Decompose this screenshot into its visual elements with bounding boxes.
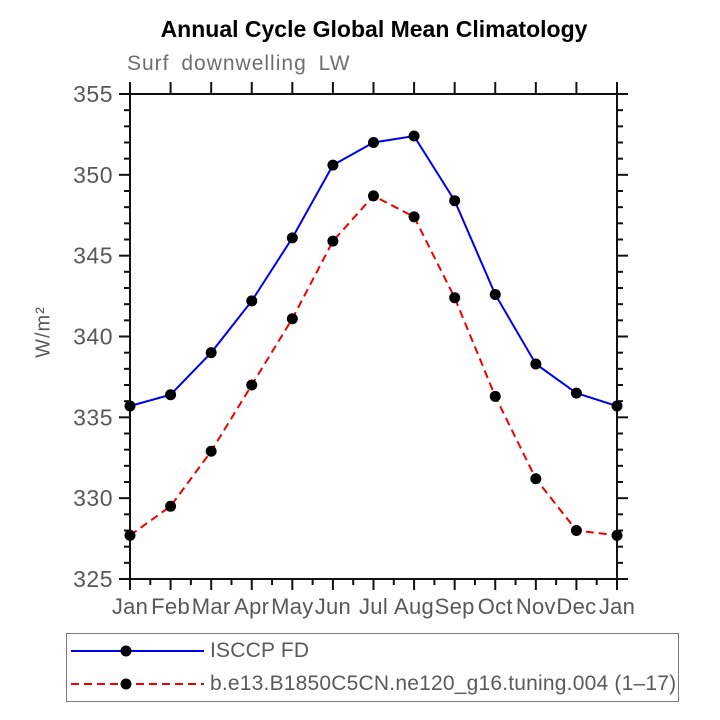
data-point-marker <box>327 159 339 171</box>
series-line-0 <box>129 134 618 407</box>
data-point-marker <box>286 313 298 325</box>
data-point-marker <box>489 288 501 300</box>
data-point-marker <box>489 390 501 402</box>
x-tick-label: Oct <box>478 594 513 619</box>
data-point-marker <box>570 525 582 536</box>
data-point-marker <box>611 400 623 412</box>
legend-marker-dot <box>120 645 132 657</box>
legend-solid-line-swatch <box>71 645 204 657</box>
plot-frame <box>129 93 618 580</box>
legend-label-model-run: b.e13.B1850C5CN.ne120_g16.tuning.004 (1–… <box>210 671 677 695</box>
x-tick-label: Jan <box>599 594 635 619</box>
legend-marker-dot <box>120 678 132 690</box>
series-line-1 <box>129 194 618 537</box>
legend-label-isccp-fd: ISCCP FD <box>210 639 310 663</box>
data-point-marker <box>408 211 420 223</box>
x-tick-label: Mar <box>192 594 231 619</box>
legend-item-model-run: b.e13.B1850C5CN.ne120_g16.tuning.004 (1–… <box>69 669 678 699</box>
data-point-marker <box>205 347 217 359</box>
data-point-marker <box>530 473 542 485</box>
y-tick-label: 355 <box>73 81 113 107</box>
x-tick-label: Dec <box>556 594 596 619</box>
y-tick-label: 350 <box>73 162 113 188</box>
chart-title: Annual Cycle Global Mean Climatology <box>160 16 588 42</box>
data-point-marker <box>449 292 461 304</box>
data-point-marker <box>570 387 582 399</box>
x-tick-label: Apr <box>234 594 269 619</box>
data-point-marker <box>124 529 136 541</box>
data-point-marker <box>165 500 177 512</box>
x-tick-label: Jul <box>359 594 388 619</box>
y-tick-label: 325 <box>73 566 113 592</box>
data-point-marker <box>327 235 339 247</box>
data-point-marker <box>449 195 461 207</box>
x-tick-label: Jun <box>315 594 351 619</box>
data-point-marker <box>246 379 258 391</box>
data-point-marker <box>246 295 258 307</box>
legend-dashed-line-swatch <box>71 678 204 690</box>
data-point-marker <box>408 130 420 142</box>
data-point-marker <box>530 358 542 370</box>
y-tick-label: 340 <box>73 324 113 350</box>
legend-box: ISCCP FD b.e13.B1850C5CN.ne120_g16.tunin… <box>66 633 679 702</box>
data-point-marker <box>368 190 379 202</box>
x-tick-label: Jan <box>112 594 148 619</box>
data-point-marker <box>611 529 623 541</box>
data-point-marker <box>368 137 379 148</box>
chart-subtitle: Surf downwelling LW <box>127 52 351 75</box>
y-tick-label: 330 <box>73 485 113 511</box>
legend-item-isccp-fd: ISCCP FD <box>69 636 678 666</box>
x-tick-label: Aug <box>394 594 434 619</box>
y-tick-label: 335 <box>73 404 113 430</box>
data-point-marker <box>124 400 136 412</box>
x-tick-label: Nov <box>516 594 556 619</box>
x-tick-label: May <box>271 594 313 619</box>
x-tick-label: Feb <box>151 594 190 619</box>
data-point-marker <box>286 232 298 244</box>
x-tick-label: Sep <box>435 594 475 619</box>
data-point-marker <box>205 445 217 457</box>
y-tick-label: 345 <box>73 243 113 269</box>
data-point-marker <box>165 389 177 401</box>
